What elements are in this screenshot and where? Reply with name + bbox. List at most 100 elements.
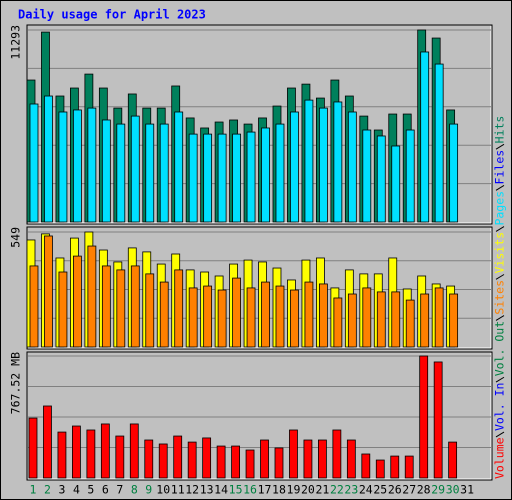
bar [347, 293, 357, 348]
bar [115, 435, 125, 479]
bar [346, 439, 356, 479]
legend-label: Visits [493, 232, 507, 274]
bar [202, 437, 212, 479]
bar [57, 431, 67, 479]
bar [130, 115, 140, 223]
bar [275, 285, 285, 348]
x-tick-label: 19 [287, 483, 301, 497]
bar [303, 439, 313, 479]
bar [419, 355, 429, 479]
x-tick-label: 9 [145, 483, 152, 497]
bar [145, 123, 155, 223]
bar [405, 299, 415, 348]
x-tick-label: 11 [171, 483, 185, 497]
bar [130, 265, 140, 348]
legend-label: Files [493, 150, 507, 185]
x-tick-label: 13 [200, 483, 214, 497]
bar [216, 445, 226, 479]
bar [304, 281, 314, 348]
legend-label: Pages [493, 191, 507, 226]
y-tick-label: 11293 [9, 25, 23, 60]
legend-label: Hits [493, 116, 507, 144]
bar [101, 265, 111, 348]
bar [72, 425, 81, 479]
bar [86, 429, 96, 479]
bar [232, 133, 241, 223]
bar [420, 51, 430, 223]
bar [145, 273, 155, 348]
x-tick-label: 29 [431, 483, 445, 497]
legend-separator [495, 143, 505, 150]
bar [159, 281, 169, 348]
x-tick-label: 2 [44, 483, 51, 497]
bar [420, 293, 430, 348]
bar [391, 145, 401, 223]
bar [100, 423, 110, 479]
bar [87, 245, 97, 348]
bar [245, 449, 255, 479]
y-tick-label: 767.52 MB [9, 352, 23, 414]
bar [376, 135, 386, 223]
bar [317, 439, 327, 479]
x-tick-label: 8 [131, 483, 138, 497]
legend-separator [495, 185, 505, 191]
bar [404, 455, 414, 479]
x-tick-label: 14 [214, 483, 228, 497]
bar [390, 455, 400, 479]
x-tick-label: 27 [402, 483, 416, 497]
legend-separator [495, 376, 505, 383]
x-tick-label: 21 [315, 483, 329, 497]
bar [159, 123, 169, 223]
bar [434, 63, 444, 223]
bar [333, 297, 343, 348]
bar [116, 269, 126, 348]
bar [73, 255, 82, 348]
bar [304, 99, 314, 223]
bar [144, 439, 154, 479]
bar [116, 123, 126, 223]
bar [361, 453, 371, 479]
chart-title: Daily usage for April 2023 [18, 8, 206, 22]
bar [231, 445, 240, 479]
bar [188, 133, 198, 223]
legend-label: Volume [493, 437, 507, 479]
legend-label: Sites [493, 280, 507, 315]
y-tick-label: 549 [9, 227, 23, 248]
x-tick-label: 6 [102, 483, 109, 497]
bar [43, 405, 52, 479]
bar [433, 361, 443, 479]
legend-separator [495, 226, 505, 232]
bar [44, 95, 53, 223]
bar [275, 123, 285, 223]
x-tick-label: 18 [272, 483, 286, 497]
x-tick-label: 22 [330, 483, 344, 497]
bar [260, 439, 269, 479]
legend-separator [495, 274, 505, 280]
bar [246, 287, 256, 348]
x-tick-label: 16 [243, 483, 257, 497]
bar [73, 109, 82, 223]
bar [375, 459, 385, 479]
bar [290, 289, 299, 348]
x-tick-label: 26 [388, 483, 402, 497]
x-tick-label: 12 [185, 483, 199, 497]
bar [158, 443, 168, 479]
bar [449, 293, 459, 348]
x-tick-label: 1 [30, 483, 37, 497]
bar [217, 133, 227, 223]
bar [173, 435, 183, 479]
x-tick-label: 23 [344, 483, 358, 497]
bar [29, 103, 39, 223]
x-tick-label: 5 [87, 483, 94, 497]
legend-label: Vol. Out [493, 321, 507, 376]
x-tick-label: 25 [373, 483, 387, 497]
bar [449, 123, 459, 223]
bar [261, 281, 270, 348]
bar [362, 287, 372, 348]
bar [448, 441, 458, 479]
bar [318, 283, 328, 348]
bar [58, 111, 68, 223]
x-tick-label: 31 [460, 483, 474, 497]
x-tick-label: 3 [58, 483, 65, 497]
